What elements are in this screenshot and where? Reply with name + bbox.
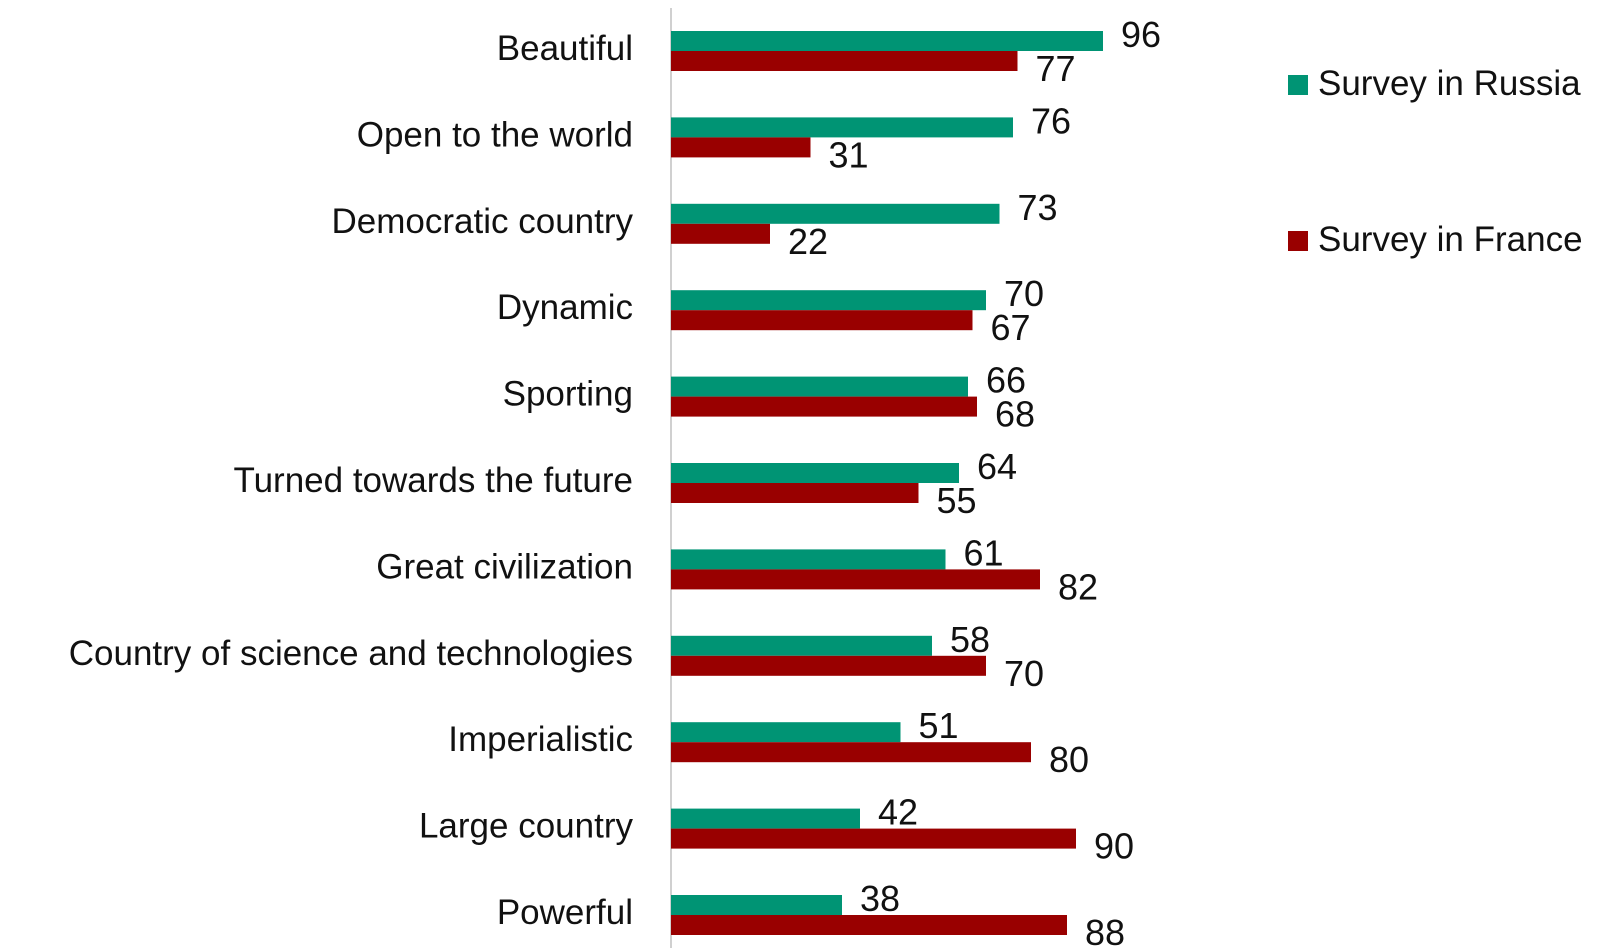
data-label: 31: [829, 134, 869, 175]
category-label: Turned towards the future: [234, 461, 633, 500]
data-label: 22: [788, 221, 828, 262]
bar-survey-france: [671, 483, 919, 503]
bar-survey-france: [671, 742, 1031, 763]
category-label: Open to the world: [357, 115, 633, 154]
data-label: 70: [1004, 653, 1044, 694]
bar-survey-russia: [671, 463, 959, 483]
legend-label: Survey in France: [1318, 220, 1583, 259]
data-label: 67: [991, 307, 1031, 348]
bar-survey-france: [671, 396, 977, 417]
legend-swatch-russia: [1288, 75, 1308, 95]
category-label: Democratic country: [332, 202, 634, 241]
data-label: 66: [986, 360, 1026, 401]
bar-survey-russia: [671, 722, 901, 743]
bar-survey-russia: [671, 895, 842, 915]
category-label: Powerful: [497, 893, 633, 932]
data-label: 38: [860, 878, 900, 919]
data-label: 51: [919, 705, 959, 746]
category-label: Imperialistic: [448, 720, 633, 759]
bar-survey-france: [671, 655, 986, 676]
data-label: 42: [878, 792, 918, 833]
data-label: 61: [964, 532, 1004, 573]
bar-survey-russia: [671, 31, 1103, 51]
plot-area: Beautiful 96 77 Open to the world 76 31 Democr…: [69, 14, 1161, 948]
bar-survey-russia: [671, 635, 932, 656]
legend: Survey in Russia Survey in France: [1288, 64, 1583, 259]
data-label: 73: [1018, 187, 1058, 228]
bar-survey-france: [671, 223, 770, 244]
category-label: Country of science and technologies: [69, 634, 633, 673]
data-label: 70: [1004, 273, 1044, 314]
bar-survey-russia: [671, 203, 1000, 224]
data-label: 96: [1121, 14, 1161, 55]
category-label: Beautiful: [497, 29, 633, 68]
bar-survey-russia: [671, 290, 986, 311]
data-label: 68: [995, 394, 1035, 435]
data-label: 76: [1031, 100, 1071, 141]
bar-survey-france: [671, 51, 1018, 71]
data-label: 77: [1036, 48, 1076, 89]
data-label: 88: [1085, 912, 1125, 948]
bar-survey-russia: [671, 808, 860, 829]
bar-survey-russia: [671, 376, 968, 397]
data-label: 80: [1049, 739, 1089, 780]
category-label: Sporting: [503, 375, 633, 414]
category-label: Large country: [419, 807, 634, 846]
bar-survey-russia: [671, 117, 1013, 138]
data-label: 82: [1058, 566, 1098, 607]
legend-swatch-france: [1288, 231, 1308, 251]
legend-label: Survey in Russia: [1318, 64, 1581, 103]
category-label: Great civilization: [376, 547, 633, 586]
bar-survey-russia: [671, 549, 946, 570]
data-label: 90: [1094, 826, 1134, 867]
bar-survey-france: [671, 569, 1040, 590]
category-label: Dynamic: [497, 288, 633, 327]
bar-survey-france: [671, 310, 973, 331]
bar-survey-france: [671, 137, 811, 158]
bar-survey-france: [671, 915, 1067, 935]
data-label: 58: [950, 619, 990, 660]
bar-survey-france: [671, 828, 1076, 849]
data-label: 55: [937, 480, 977, 521]
data-label: 64: [977, 446, 1017, 487]
